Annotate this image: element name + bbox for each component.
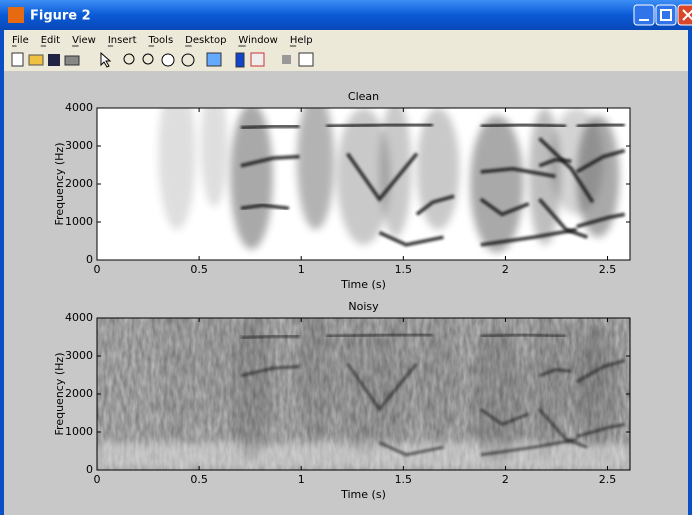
formant-track: [577, 125, 625, 127]
energy-region: [379, 310, 411, 447]
window: Figure 2 File Edit View Insert Tools Desktop W…: [0, 0, 692, 515]
app-icon: [8, 7, 24, 23]
x-tick-label: 2.5: [599, 473, 617, 486]
title-bar: [0, 0, 692, 30]
y-tick-label: 3000: [65, 349, 93, 362]
tool-colorbar[interactable]: [236, 53, 244, 67]
y-axis-label: Frequency (Hz): [53, 353, 66, 436]
energy-region: [417, 318, 460, 440]
y-tick-label: 0: [86, 253, 93, 266]
axes-title: Noisy: [348, 300, 379, 313]
x-axis-label: Time (s): [340, 488, 386, 501]
formant-track: [481, 125, 566, 127]
window-title: Figure 2: [30, 9, 91, 24]
y-tick-label: 1000: [65, 215, 93, 228]
formant-track: [481, 335, 566, 337]
x-tick-label: 1.5: [395, 263, 413, 276]
x-tick-label: 1: [298, 473, 305, 486]
x-tick-label: 2: [502, 473, 509, 486]
menu-item[interactable]: Window: [238, 35, 277, 46]
menu-item[interactable]: Help: [290, 35, 313, 46]
y-tick-label: 2000: [65, 387, 93, 400]
menu-item[interactable]: Edit: [41, 35, 60, 46]
formant-track: [241, 336, 300, 338]
y-axis-label: Frequency (Hz): [53, 143, 66, 226]
x-tick-label: 2.5: [599, 263, 617, 276]
x-tick-label: 0: [94, 473, 101, 486]
menu-item[interactable]: Insert: [108, 35, 137, 46]
tool-new[interactable]: [12, 53, 23, 66]
tool-hide[interactable]: [282, 55, 291, 64]
page: {"window": {"title": "Figure 2", "menu":…: [0, 0, 692, 515]
x-tick-label: 2: [502, 263, 509, 276]
energy-region: [470, 116, 523, 253]
y-tick-label: 3000: [65, 139, 93, 152]
x-tick-label: 1: [298, 263, 305, 276]
maximize-button[interactable]: [656, 5, 676, 25]
y-tick-label: 4000: [65, 101, 93, 114]
tool-show[interactable]: [299, 53, 313, 66]
energy-region: [470, 326, 523, 463]
y-tick-label: 1000: [65, 425, 93, 438]
formant-track: [326, 335, 433, 337]
minimize-button[interactable]: [634, 5, 654, 25]
tool-datacursor[interactable]: [207, 53, 221, 66]
tool-pan[interactable]: [162, 54, 174, 66]
menu-item[interactable]: File: [12, 35, 29, 46]
x-tick-label: 0.5: [190, 473, 208, 486]
tool-open[interactable]: [29, 55, 43, 65]
menu-item[interactable]: View: [72, 35, 96, 46]
axes: 0 0.5 1 1.5 2 2.5 0 1000 2000 3000 4000 Noisy Time (…: [53, 288, 630, 501]
tool-save[interactable]: [48, 54, 60, 66]
formant-track: [241, 126, 300, 128]
axes: 0 0.5 1 1.5 2 2.5 0 1000 2000 3000 4000 Clean Time (…: [53, 78, 630, 291]
axes-title: Clean: [348, 90, 379, 103]
y-tick-label: 2000: [65, 177, 93, 190]
x-tick-label: 0.5: [190, 263, 208, 276]
x-tick-label: 1.5: [395, 473, 413, 486]
y-tick-label: 0: [86, 463, 93, 476]
tool-print[interactable]: [65, 56, 79, 65]
menu-item[interactable]: Desktop: [185, 35, 226, 46]
energy-region: [379, 100, 411, 237]
menu-item[interactable]: Tools: [148, 35, 174, 46]
close-button[interactable]: [678, 5, 692, 25]
tool-legend[interactable]: [251, 53, 264, 66]
y-tick-label: 4000: [65, 311, 93, 324]
formant-track: [326, 125, 433, 127]
energy-region: [297, 93, 334, 230]
x-tick-label: 0: [94, 263, 101, 276]
x-axis-label: Time (s): [340, 278, 386, 291]
energy-region: [297, 303, 334, 440]
